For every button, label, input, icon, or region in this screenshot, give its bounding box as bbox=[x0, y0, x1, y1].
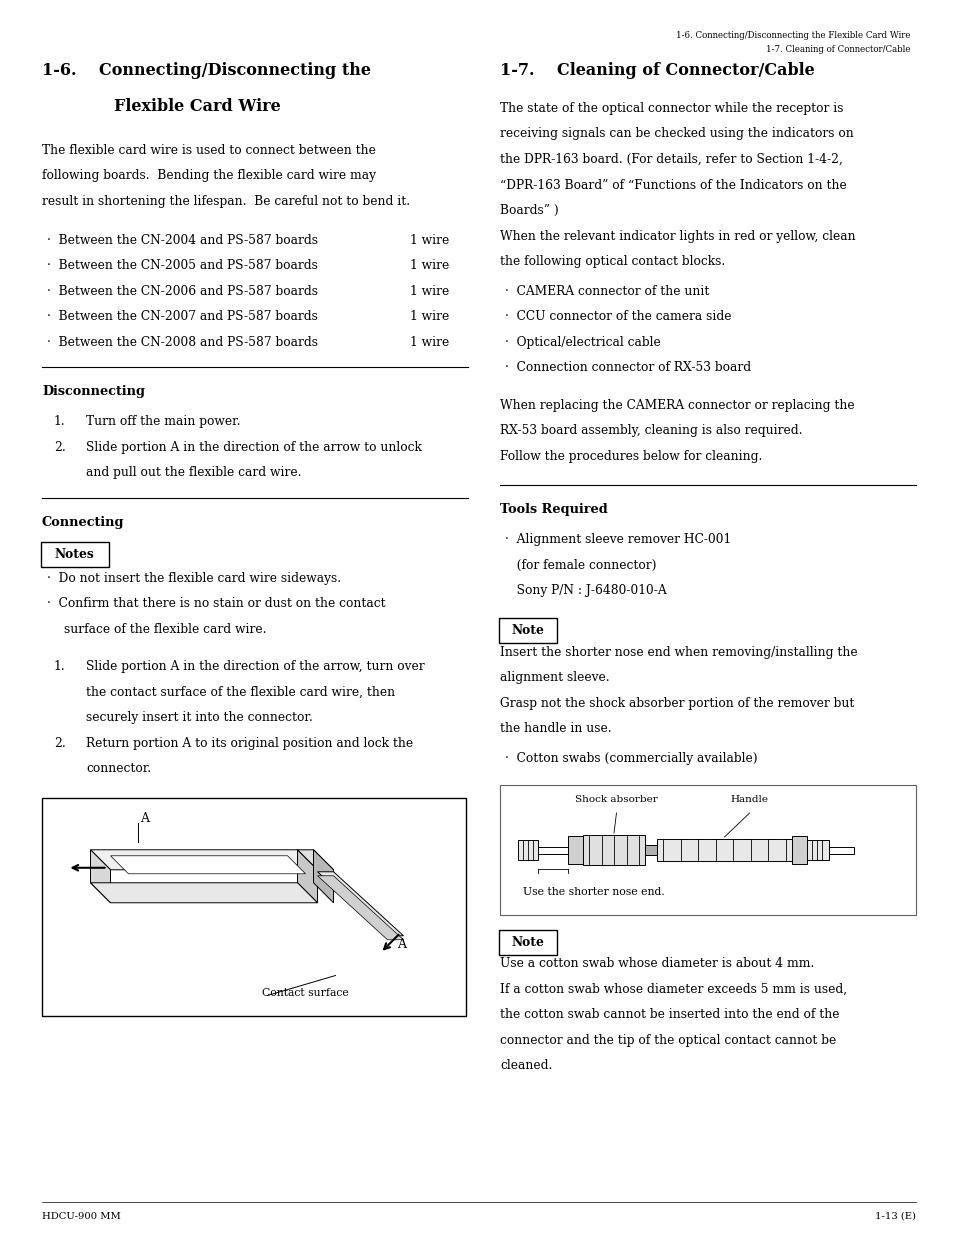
Text: Contact surface: Contact surface bbox=[262, 988, 349, 998]
Text: ·  CCU connector of the camera side: · CCU connector of the camera side bbox=[504, 310, 731, 323]
Text: Turn off the main power.: Turn off the main power. bbox=[86, 415, 240, 428]
Polygon shape bbox=[91, 850, 317, 870]
Text: connector.: connector. bbox=[86, 763, 151, 775]
Text: receiving signals can be checked using the indicators on: receiving signals can be checked using t… bbox=[499, 127, 853, 141]
Text: Grasp not the shock absorber portion of the remover but: Grasp not the shock absorber portion of … bbox=[499, 697, 854, 709]
Polygon shape bbox=[91, 883, 317, 903]
Bar bbox=[806, 840, 828, 860]
Text: the cotton swab cannot be inserted into the end of the: the cotton swab cannot be inserted into … bbox=[499, 1008, 839, 1021]
Text: securely insert it into the connector.: securely insert it into the connector. bbox=[86, 712, 313, 724]
Text: 1 wire: 1 wire bbox=[410, 259, 449, 272]
Text: 1 wire: 1 wire bbox=[410, 310, 449, 323]
Text: ·  Connection connector of RX-53 board: · Connection connector of RX-53 board bbox=[504, 361, 750, 374]
Text: ·  Between the CN-2008 and PS-587 boards: · Between the CN-2008 and PS-587 boards bbox=[47, 336, 317, 348]
Text: If a cotton swab whose diameter exceeds 5 mm is used,: If a cotton swab whose diameter exceeds … bbox=[499, 983, 846, 995]
Text: 1.: 1. bbox=[54, 661, 66, 673]
Text: 1-6. Connecting/Disconnecting the Flexible Card Wire: 1-6. Connecting/Disconnecting the Flexib… bbox=[675, 31, 909, 40]
Text: 1-7.    Cleaning of Connector/Cable: 1-7. Cleaning of Connector/Cable bbox=[499, 62, 814, 80]
Text: 1-6.    Connecting/Disconnecting the: 1-6. Connecting/Disconnecting the bbox=[42, 62, 371, 80]
Polygon shape bbox=[297, 850, 317, 903]
Text: ·  Between the CN-2005 and PS-587 boards: · Between the CN-2005 and PS-587 boards bbox=[47, 259, 317, 272]
Text: Return portion A to its original position and lock the: Return portion A to its original positio… bbox=[86, 736, 413, 749]
Bar bbox=[537, 846, 567, 853]
Text: The state of the optical connector while the receptor is: The state of the optical connector while… bbox=[499, 102, 842, 114]
Text: Tools Required: Tools Required bbox=[499, 503, 607, 516]
Polygon shape bbox=[317, 872, 403, 935]
Text: “DPR-163 Board” of “Functions of the Indicators on the: “DPR-163 Board” of “Functions of the Ind… bbox=[499, 178, 846, 192]
Text: (for female connector): (for female connector) bbox=[504, 559, 656, 571]
Bar bbox=[42, 797, 465, 1015]
Text: ·  CAMERA connector of the unit: · CAMERA connector of the unit bbox=[504, 285, 709, 297]
FancyBboxPatch shape bbox=[498, 929, 556, 954]
Text: Handle: Handle bbox=[730, 795, 768, 804]
Text: cleaned.: cleaned. bbox=[499, 1059, 552, 1072]
Text: the contact surface of the flexible card wire, then: the contact surface of the flexible card… bbox=[86, 685, 395, 698]
Polygon shape bbox=[317, 876, 403, 939]
Text: and pull out the flexible card wire.: and pull out the flexible card wire. bbox=[86, 466, 301, 479]
Bar bbox=[828, 846, 853, 853]
Bar bbox=[644, 845, 657, 855]
Text: Shock absorber: Shock absorber bbox=[575, 795, 658, 804]
Text: Slide portion A in the direction of the arrow to unlock: Slide portion A in the direction of the … bbox=[86, 440, 421, 454]
Text: Use the shorter nose end.: Use the shorter nose end. bbox=[522, 887, 664, 897]
Text: ·  Alignment sleeve remover HC-001: · Alignment sleeve remover HC-001 bbox=[504, 532, 731, 546]
Text: ·  Do not insert the flexible card wire sideways.: · Do not insert the flexible card wire s… bbox=[47, 571, 341, 585]
Text: When the relevant indicator lights in red or yellow, clean: When the relevant indicator lights in re… bbox=[499, 229, 855, 243]
Text: Disconnecting: Disconnecting bbox=[42, 384, 145, 398]
FancyBboxPatch shape bbox=[498, 618, 556, 643]
Text: following boards.  Bending the flexible card wire may: following boards. Bending the flexible c… bbox=[42, 169, 375, 183]
Text: 1 wire: 1 wire bbox=[410, 336, 449, 348]
Text: 1 wire: 1 wire bbox=[410, 285, 449, 297]
Text: Boards” ): Boards” ) bbox=[499, 204, 558, 216]
Text: the DPR-163 board. (For details, refer to Section 1-4-2,: the DPR-163 board. (For details, refer t… bbox=[499, 153, 842, 165]
Text: ·  Confirm that there is no stain or dust on the contact: · Confirm that there is no stain or dust… bbox=[47, 597, 385, 610]
Text: Use a cotton swab whose diameter is about 4 mm.: Use a cotton swab whose diameter is abou… bbox=[499, 957, 814, 970]
Bar bbox=[657, 838, 791, 861]
Text: 2.: 2. bbox=[54, 736, 66, 749]
Text: Follow the procedures below for cleaning.: Follow the procedures below for cleaning… bbox=[499, 449, 761, 463]
Text: Notes: Notes bbox=[54, 549, 94, 561]
Text: Slide portion A in the direction of the arrow, turn over: Slide portion A in the direction of the … bbox=[86, 661, 424, 673]
Text: ·  Between the CN-2007 and PS-587 boards: · Between the CN-2007 and PS-587 boards bbox=[47, 310, 317, 323]
Text: alignment sleeve.: alignment sleeve. bbox=[499, 671, 609, 684]
Bar bbox=[499, 785, 915, 916]
Text: A: A bbox=[140, 811, 150, 825]
Text: Insert the shorter nose end when removing/installing the: Insert the shorter nose end when removin… bbox=[499, 646, 857, 658]
Text: 1-7. Cleaning of Connector/Cable: 1-7. Cleaning of Connector/Cable bbox=[764, 45, 909, 53]
Text: A: A bbox=[397, 938, 406, 950]
Bar bbox=[567, 836, 582, 865]
Text: Sony P/N : J-6480-010-A: Sony P/N : J-6480-010-A bbox=[504, 583, 666, 597]
Text: result in shortening the lifespan.  Be careful not to bend it.: result in shortening the lifespan. Be ca… bbox=[42, 195, 410, 208]
Text: Connecting: Connecting bbox=[42, 515, 125, 529]
Text: 1 wire: 1 wire bbox=[410, 234, 449, 246]
Text: 2.: 2. bbox=[54, 440, 66, 454]
Text: the following optical contact blocks.: the following optical contact blocks. bbox=[499, 255, 724, 267]
Text: The flexible card wire is used to connect between the: The flexible card wire is used to connec… bbox=[42, 144, 375, 157]
FancyBboxPatch shape bbox=[40, 542, 109, 567]
Text: ·  Cotton swabs (commercially available): · Cotton swabs (commercially available) bbox=[504, 751, 757, 765]
Polygon shape bbox=[91, 850, 111, 903]
Text: connector and the tip of the optical contact cannot be: connector and the tip of the optical con… bbox=[499, 1034, 836, 1046]
Bar bbox=[517, 840, 537, 860]
Text: the handle in use.: the handle in use. bbox=[499, 722, 611, 735]
Text: ·  Between the CN-2006 and PS-587 boards: · Between the CN-2006 and PS-587 boards bbox=[47, 285, 317, 297]
Text: ·  Optical/electrical cable: · Optical/electrical cable bbox=[504, 336, 660, 348]
Polygon shape bbox=[111, 856, 305, 873]
Text: Flexible Card Wire: Flexible Card Wire bbox=[113, 98, 280, 114]
Text: When replacing the CAMERA connector or replacing the: When replacing the CAMERA connector or r… bbox=[499, 398, 854, 412]
Text: Note: Note bbox=[511, 624, 543, 637]
Bar bbox=[791, 836, 806, 865]
Bar bbox=[582, 835, 644, 865]
Text: ·  Between the CN-2004 and PS-587 boards: · Between the CN-2004 and PS-587 boards bbox=[47, 234, 317, 246]
Text: 1-13 (E): 1-13 (E) bbox=[874, 1212, 915, 1222]
Text: RX-53 board assembly, cleaning is also required.: RX-53 board assembly, cleaning is also r… bbox=[499, 424, 801, 437]
Polygon shape bbox=[297, 850, 334, 870]
Text: surface of the flexible card wire.: surface of the flexible card wire. bbox=[64, 622, 266, 636]
Polygon shape bbox=[314, 850, 334, 903]
Text: 1.: 1. bbox=[54, 415, 66, 428]
Text: Note: Note bbox=[511, 935, 543, 948]
Text: HDCU-900 MM: HDCU-900 MM bbox=[42, 1212, 121, 1222]
